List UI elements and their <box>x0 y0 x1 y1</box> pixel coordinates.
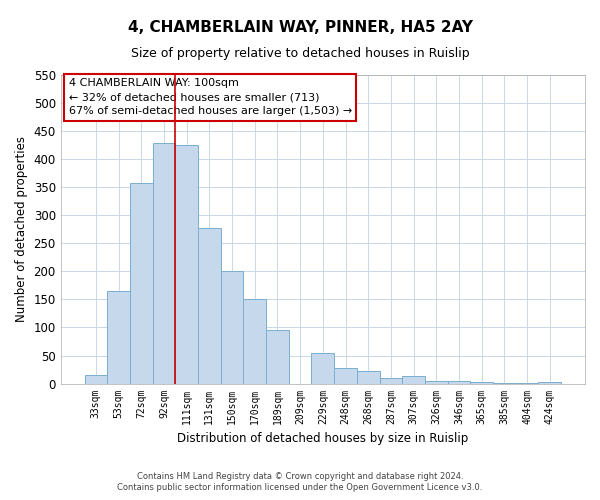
Bar <box>470 382 493 384</box>
Text: Contains HM Land Registry data © Crown copyright and database right 2024.: Contains HM Land Registry data © Crown c… <box>137 472 463 481</box>
Text: 4 CHAMBERLAIN WAY: 100sqm
← 32% of detached houses are smaller (713)
67% of semi: 4 CHAMBERLAIN WAY: 100sqm ← 32% of detac… <box>68 78 352 116</box>
Bar <box>107 291 130 384</box>
Bar <box>266 330 289 384</box>
X-axis label: Distribution of detached houses by size in Ruislip: Distribution of detached houses by size … <box>177 432 469 445</box>
Bar <box>357 371 380 384</box>
Bar <box>380 378 402 384</box>
Bar <box>448 381 470 384</box>
Text: 4, CHAMBERLAIN WAY, PINNER, HA5 2AY: 4, CHAMBERLAIN WAY, PINNER, HA5 2AY <box>128 20 473 35</box>
Bar <box>244 300 266 384</box>
Bar <box>402 376 425 384</box>
Bar <box>221 272 244 384</box>
Bar <box>493 383 516 384</box>
Text: Contains public sector information licensed under the Open Government Licence v3: Contains public sector information licen… <box>118 484 482 492</box>
Bar <box>130 184 152 384</box>
Bar <box>198 228 221 384</box>
Bar <box>334 368 357 384</box>
Bar <box>152 144 175 384</box>
Bar <box>311 354 334 384</box>
Bar <box>85 375 107 384</box>
Y-axis label: Number of detached properties: Number of detached properties <box>15 136 28 322</box>
Bar <box>425 381 448 384</box>
Bar <box>538 382 561 384</box>
Bar <box>175 145 198 384</box>
Text: Size of property relative to detached houses in Ruislip: Size of property relative to detached ho… <box>131 48 469 60</box>
Bar <box>516 383 538 384</box>
